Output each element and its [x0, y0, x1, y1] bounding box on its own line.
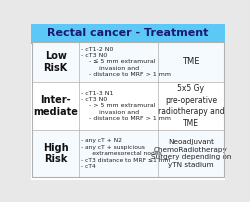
Text: - cT1-2 N0
- cT3 N0
    - ≤ 5 mm extramural
         invasion and
    - distance: - cT1-2 N0 - cT3 N0 - ≤ 5 mm extramural … [81, 47, 171, 77]
FancyBboxPatch shape [30, 23, 226, 44]
Text: - any cT + N2
- any cT + suspicious
      extramesorectal nodes
- cT3 distance t: - any cT + N2 - any cT + suspicious extr… [81, 138, 170, 169]
Text: - cT1-3 N1
- cT3 N0
    - > 5 mm extramural
         invasion and
    - distance: - cT1-3 N1 - cT3 N0 - > 5 mm extramural … [81, 90, 171, 121]
Text: Inter-
mediate: Inter- mediate [33, 95, 78, 117]
Text: High
Risk: High Risk [43, 143, 68, 164]
Bar [32, 42, 224, 82]
Bar [32, 130, 224, 178]
FancyBboxPatch shape [30, 23, 226, 181]
Bar [32, 42, 224, 178]
Bar [32, 82, 224, 130]
Text: TME: TME [182, 58, 200, 66]
Text: Low
RisK: Low RisK [44, 51, 68, 73]
Text: Rectal cancer - Treatment: Rectal cancer - Treatment [48, 28, 209, 38]
Text: 5x5 Gy
pre-operative
radiotherapy and
TME: 5x5 Gy pre-operative radiotherapy and TM… [158, 84, 224, 127]
Text: Neoadjuvant
ChemoRadiotherapy
Surgery depending on
yTN stadium: Neoadjuvant ChemoRadiotherapy Surgery de… [151, 139, 231, 168]
